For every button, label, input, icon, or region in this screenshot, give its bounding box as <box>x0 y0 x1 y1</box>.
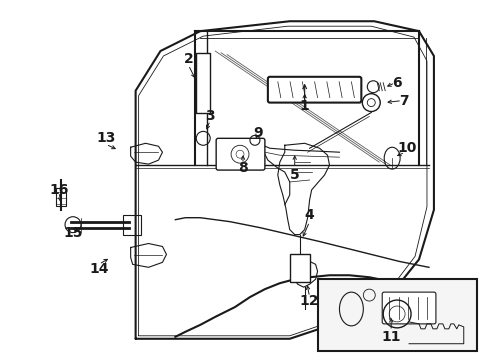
Text: 7: 7 <box>399 94 409 108</box>
Text: 14: 14 <box>89 262 109 276</box>
Text: 13: 13 <box>96 131 116 145</box>
Text: 4: 4 <box>305 208 315 222</box>
FancyBboxPatch shape <box>382 292 436 324</box>
Text: 10: 10 <box>397 141 417 155</box>
Bar <box>56 188 66 206</box>
Text: 15: 15 <box>63 226 83 240</box>
Text: 8: 8 <box>238 161 248 175</box>
Bar <box>122 215 141 235</box>
Text: 3: 3 <box>205 108 215 122</box>
Text: 11: 11 <box>381 330 401 344</box>
Text: 1: 1 <box>300 99 310 113</box>
Text: 16: 16 <box>49 183 69 197</box>
Text: 6: 6 <box>392 76 402 90</box>
FancyBboxPatch shape <box>268 77 361 103</box>
Text: 9: 9 <box>253 126 263 140</box>
Text: 5: 5 <box>290 168 299 182</box>
Text: 12: 12 <box>300 294 319 308</box>
Bar <box>196 53 210 113</box>
FancyBboxPatch shape <box>216 138 265 170</box>
Bar <box>290 255 310 282</box>
Text: 2: 2 <box>183 52 193 66</box>
Bar <box>318 279 477 351</box>
